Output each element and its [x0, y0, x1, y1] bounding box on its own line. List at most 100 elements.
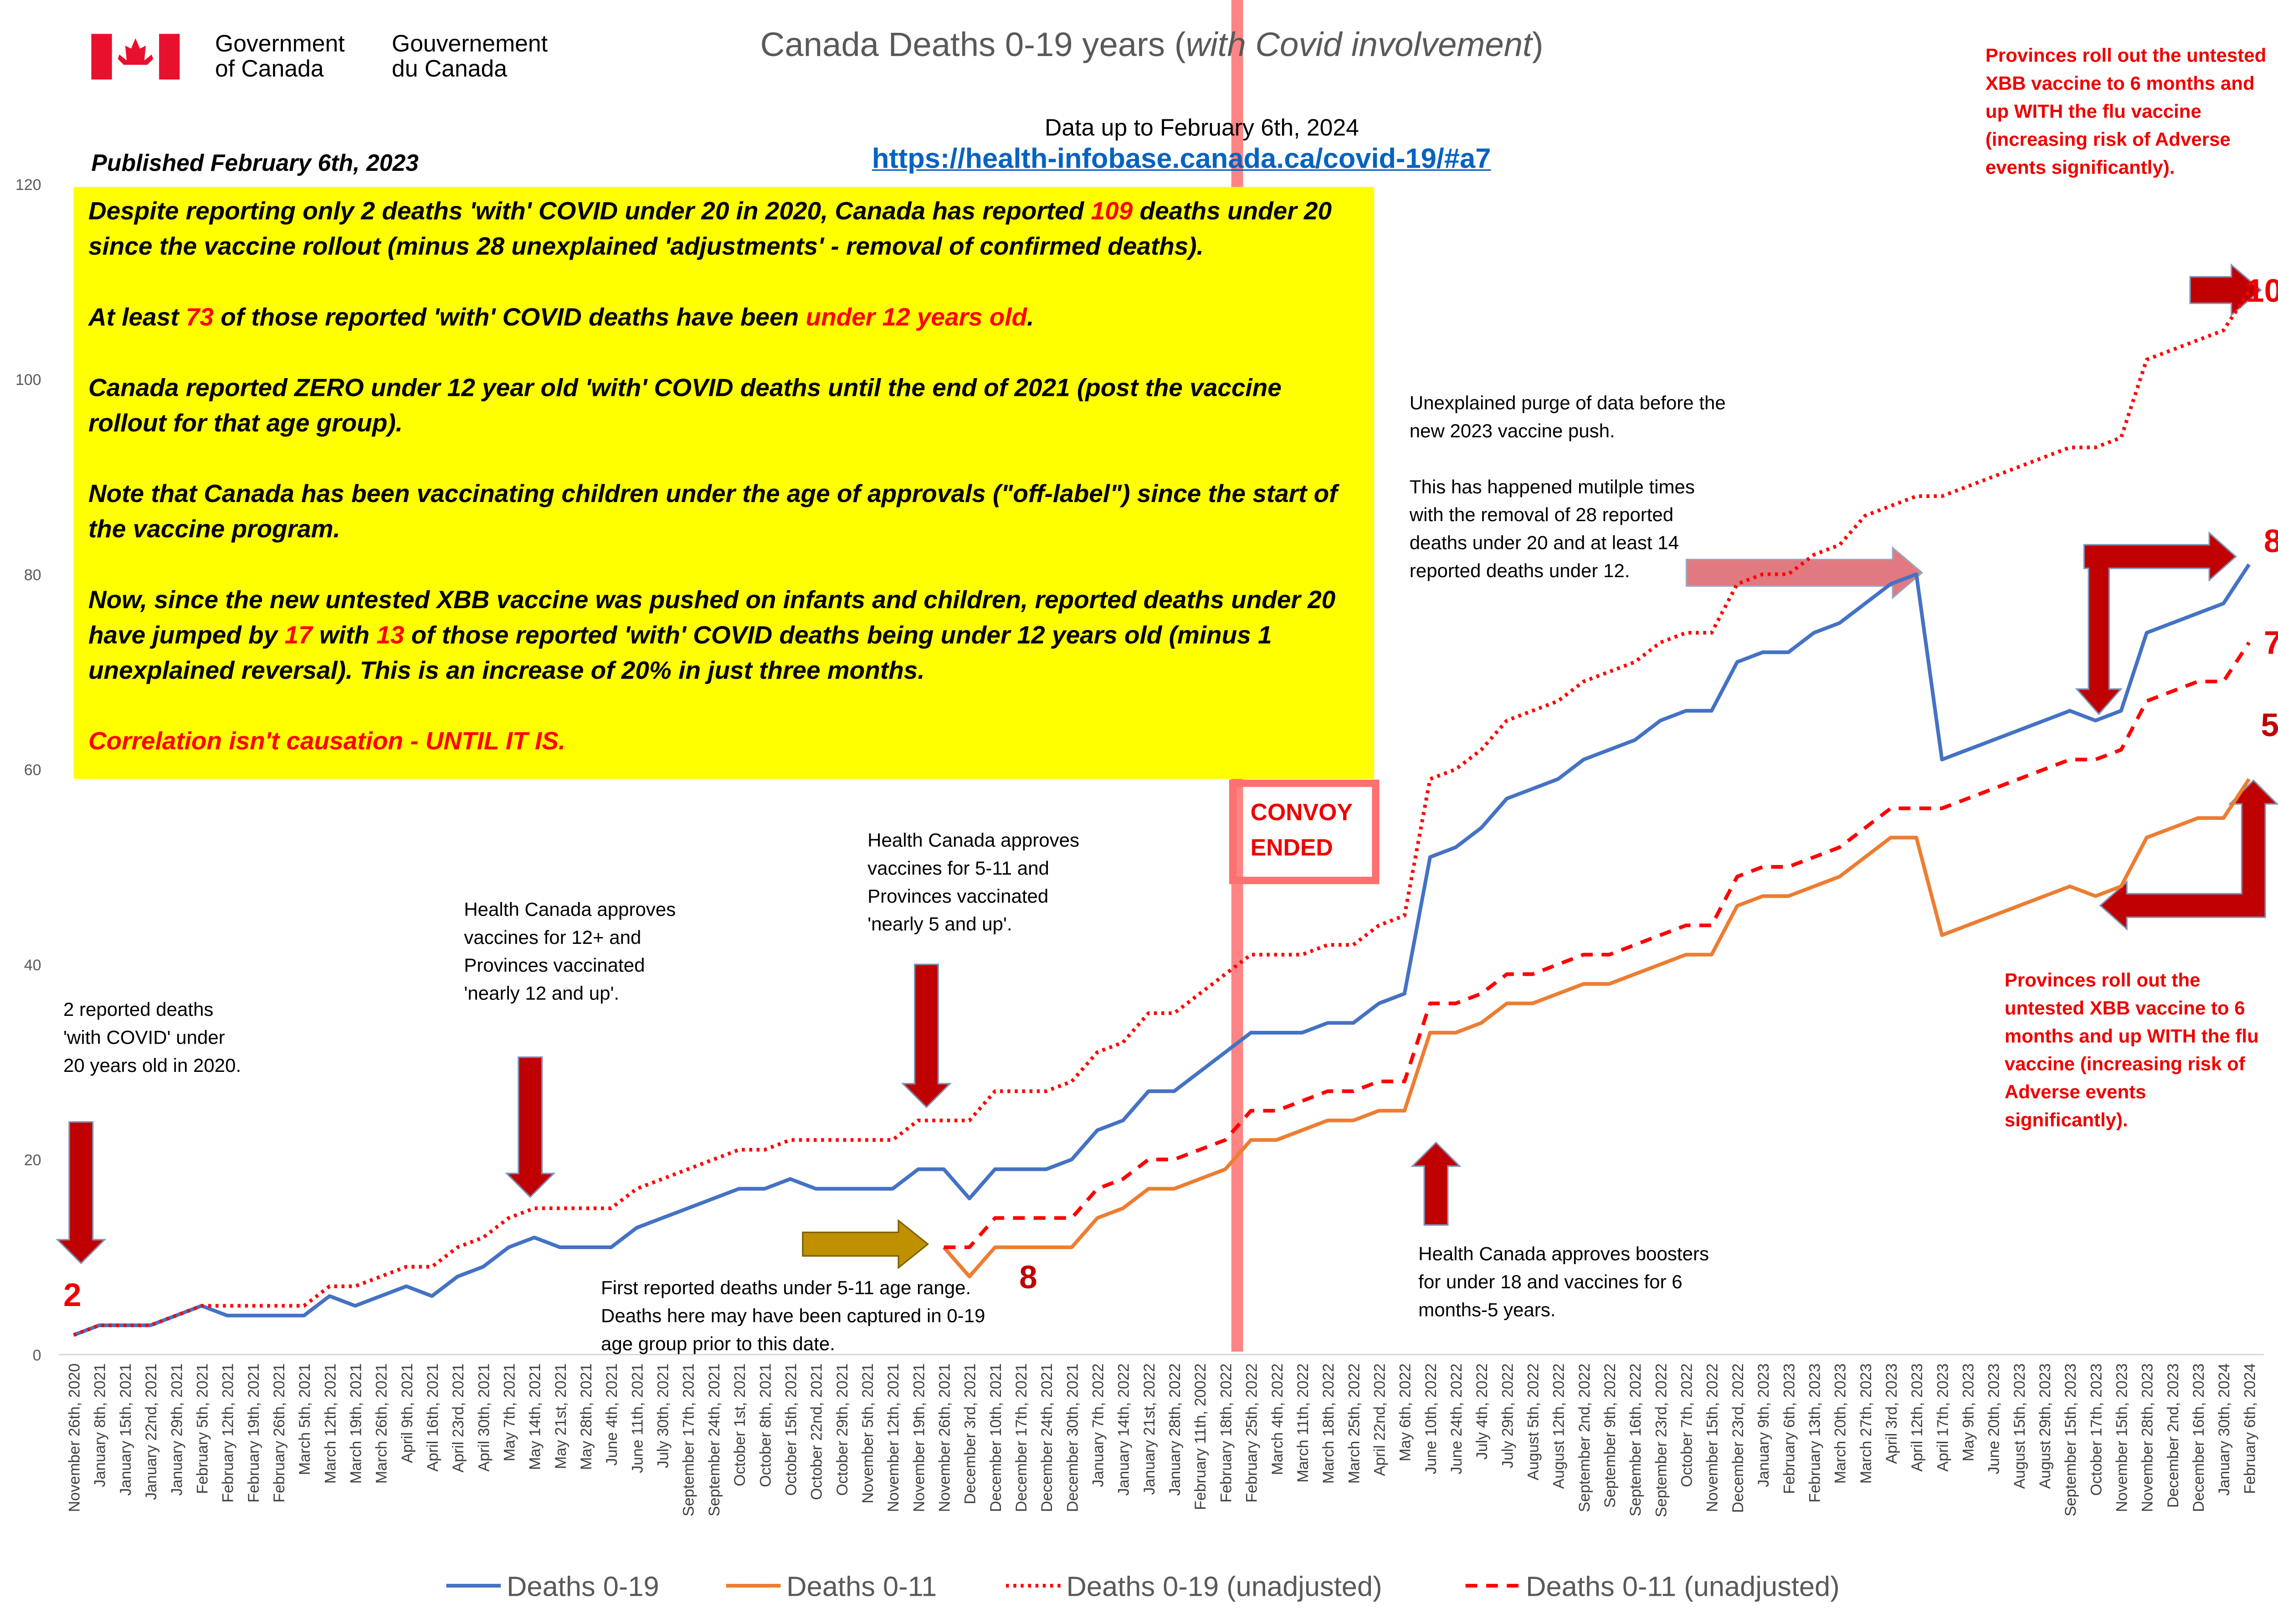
- paragraph: Note that Canada has been vaccinating ch…: [88, 477, 1360, 548]
- x-tick-label: April 30th, 2021: [475, 1363, 493, 1472]
- y-tick-label: 40: [24, 957, 41, 974]
- x-tick-label: March 12th, 2021: [322, 1363, 339, 1484]
- subtitle: Data up to February 6th, 2024: [1045, 114, 1359, 140]
- x-tick-label: August 5th, 2022: [1525, 1363, 1542, 1481]
- x-tick-label: February 26th, 2021: [271, 1363, 288, 1503]
- series-line: [73, 563, 2251, 1337]
- x-tick-label: March 19th, 2021: [347, 1363, 364, 1484]
- x-tick-label: October 29th, 2021: [834, 1363, 851, 1496]
- x-tick-label: October 1st, 2021: [731, 1363, 749, 1486]
- x-tick-label: June 24th, 2022: [1448, 1363, 1465, 1474]
- x-tick-label: March 25th, 2022: [1345, 1363, 1363, 1484]
- x-tick-label: June 11th, 2021: [629, 1363, 646, 1473]
- y-tick-label: 20: [24, 1152, 41, 1169]
- x-tick-label: November 28th, 2023: [2139, 1363, 2156, 1512]
- annotation: First reported deaths under 5-11 age ran…: [600, 1276, 985, 1355]
- text-run: Now, since the new untested XBB vaccine …: [88, 586, 1336, 650]
- text-run: deaths under 20 since the vaccine rollou…: [88, 197, 1332, 261]
- paragraph: Canada reported ZERO under 12 year old '…: [88, 371, 1360, 441]
- x-tick-label: January 14th, 2022: [1115, 1363, 1133, 1496]
- x-tick-label: September 24th, 2021: [706, 1363, 723, 1516]
- text-run: Despite reporting only 2 deaths 'with' C…: [88, 197, 1091, 225]
- x-tick-label: May 7th, 2021: [501, 1363, 518, 1461]
- text-run: of those reported 'with' COVID deaths be…: [88, 621, 1272, 685]
- published: Published February 6th, 2023: [91, 149, 419, 176]
- paragraph: At least 73 of those reported 'with' COV…: [88, 300, 1360, 336]
- title-part: ): [1532, 26, 1544, 63]
- x-tick-label: September 17th, 2021: [680, 1363, 698, 1516]
- x-tick-label: January 28th, 2022: [1166, 1363, 1184, 1496]
- x-tick-label: February 12th, 2021: [220, 1363, 237, 1503]
- text-box: Despite reporting only 2 deaths 'with' C…: [73, 187, 1375, 779]
- gov-line: Gouvernement: [391, 32, 548, 58]
- end-label: 81: [2264, 523, 2278, 561]
- text-run: under 12 years old: [806, 303, 1027, 332]
- x-tick-label: February 18th, 2022: [1217, 1363, 1235, 1503]
- x-tick-label: January 8th, 2021: [92, 1363, 109, 1487]
- x-tick-label: April 16th, 2021: [424, 1363, 441, 1472]
- gold-arrow: [802, 1219, 929, 1270]
- x-tick-label: March 26th, 2021: [373, 1363, 390, 1484]
- y-tick-label: 100: [15, 371, 41, 389]
- x-tick-label: January 29th, 2021: [168, 1363, 185, 1496]
- x-tick-label: May 21st, 2021: [552, 1363, 570, 1469]
- canada-flag: [91, 34, 180, 80]
- legend-label: Deaths 0-11 (unadjusted): [1526, 1571, 1839, 1603]
- x-tick-label: January 15th, 2021: [117, 1363, 134, 1496]
- x-tick-label: March 5th, 2021: [296, 1363, 313, 1475]
- source-link[interactable]: https://health-infobase.canada.ca/covid-…: [872, 144, 1491, 175]
- x-tick-label: November 15th, 2023: [2114, 1363, 2131, 1512]
- x-tick-label: March 27th, 2023: [1857, 1363, 1875, 1484]
- x-tick-label: August 12th, 2022: [1550, 1363, 1568, 1489]
- x-tick-label: September 9th, 2022: [1601, 1363, 1619, 1508]
- text-run: At least: [88, 303, 186, 332]
- y-tick-label: 120: [15, 176, 41, 194]
- text-run: 13: [376, 621, 405, 650]
- text-run: 17: [284, 621, 313, 650]
- x-tick-label: July 29th, 2022: [1499, 1363, 1516, 1468]
- gov-en: Government of Canada: [215, 32, 345, 82]
- start-label: 8: [1019, 1259, 1037, 1296]
- x-tick-label: March 20th, 2023: [1832, 1363, 1849, 1484]
- annotation: 2 reported deaths 'with COVID' under 20 …: [63, 998, 241, 1076]
- x-tick-label: December 16th, 2023: [2190, 1363, 2207, 1512]
- text-run: 109: [1091, 197, 1133, 225]
- legend-label: Deaths 0-19 (unadjusted): [1067, 1571, 1382, 1603]
- x-tick-label: April 12th, 2023: [1909, 1363, 1926, 1472]
- x-tick-label: March 11th, 2022: [1294, 1363, 1312, 1483]
- x-tick-label: March 18th, 2022: [1320, 1363, 1337, 1484]
- end-label: 73: [2264, 624, 2278, 662]
- x-tick-label: April 9th, 2021: [399, 1363, 416, 1463]
- text-run: Canada reported ZERO under 12 year old '…: [88, 374, 1282, 437]
- x-tick-label: October 17th, 2023: [2088, 1363, 2105, 1496]
- x-tick-label: April 22nd, 2022: [1371, 1363, 1388, 1476]
- x-tick-label: July 4th, 2022: [1473, 1363, 1491, 1460]
- end-label: 109: [2246, 272, 2278, 309]
- chart-title: Canada Deaths 0-19 years (with Covid inv…: [760, 26, 1544, 63]
- title-part: Canada Deaths 0-19 years (: [760, 26, 1186, 63]
- annotation: Provinces roll out the untested XBB vacc…: [2004, 968, 2259, 1131]
- text-run: Correlation isn't causation - UNTIL IT I…: [88, 727, 566, 756]
- x-tick-label: November 5th, 2021: [859, 1363, 877, 1503]
- x-tick-label: April 23rd, 2021: [450, 1363, 467, 1473]
- end-label: 59: [2261, 707, 2278, 744]
- annotation: Health Canada approves vaccines for 5-11…: [867, 829, 1080, 935]
- x-tick-label: February 6th, 2024: [2241, 1363, 2258, 1494]
- convoy-box: [1229, 779, 1380, 884]
- x-tick-label: December 23rd, 2022: [1729, 1363, 1747, 1513]
- x-tick-label: January 9th, 2023: [1755, 1363, 1772, 1487]
- x-tick-label: February 25th, 2022: [1243, 1363, 1261, 1503]
- annotation: Unexplained purge of data before the new…: [1409, 391, 1726, 442]
- series-line: [73, 290, 2251, 1337]
- x-tick-label: December 3rd, 2021: [962, 1363, 979, 1504]
- x-tick-label: January 7th, 2022: [1090, 1363, 1107, 1487]
- x-tick-label: February 13th, 2023: [1806, 1363, 1823, 1503]
- pink-arrow: [1685, 546, 1924, 599]
- y-tick-label: 80: [24, 566, 41, 584]
- annotation: This has happened mutilple times with th…: [1409, 475, 1695, 582]
- text-run: Note that Canada has been vaccinating ch…: [88, 480, 1338, 543]
- series-line: [944, 641, 2251, 1250]
- x-tick-label: December 24th, 2021: [1038, 1363, 1056, 1512]
